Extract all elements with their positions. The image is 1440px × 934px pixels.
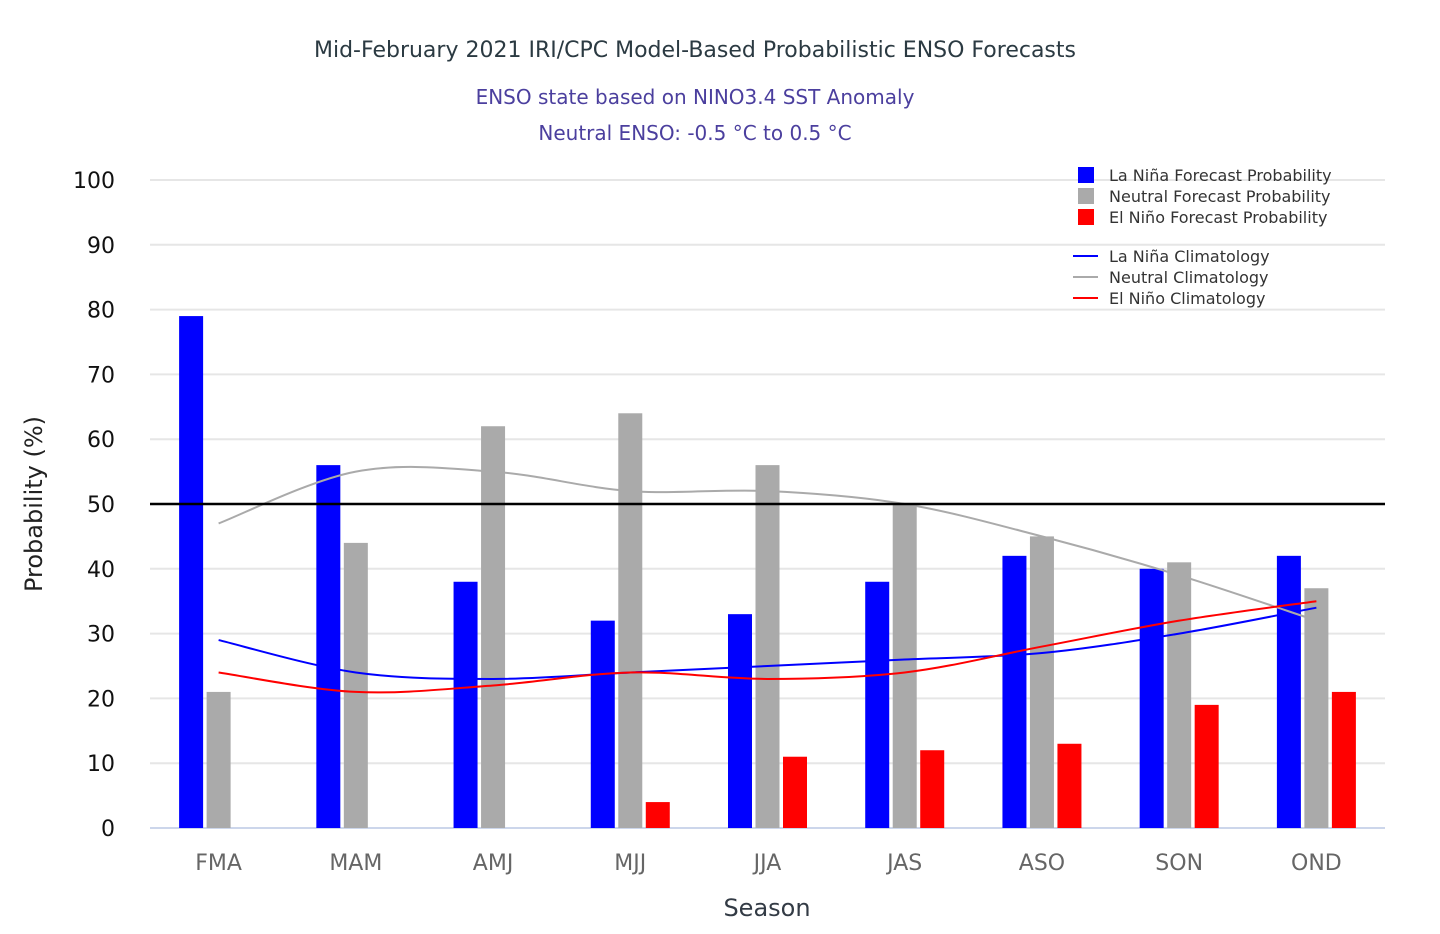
chart-title: Mid-February 2021 IRI/CPC Model-Based Pr… xyxy=(314,38,1076,63)
bar-neutral-forecast-probability-son xyxy=(1167,562,1192,828)
x-tick-label: FMA xyxy=(195,851,242,876)
bar-la-ni-a-forecast-probability-jas xyxy=(865,581,890,828)
bar-el-ni-o-forecast-probability-jja xyxy=(783,756,807,828)
bar-la-ni-a-forecast-probability-ond xyxy=(1276,555,1301,828)
x-tick-label: JAS xyxy=(885,851,922,876)
line-la-ni-a-climatology xyxy=(218,606,1317,680)
bar-el-ni-o-forecast-probability-mjj xyxy=(645,802,670,828)
bar-neutral-forecast-probability-mam xyxy=(343,542,368,828)
x-tick-label: JJA xyxy=(752,851,782,876)
bar-la-ni-a-forecast-probability-mam xyxy=(316,465,341,828)
x-axis-ticks: FMA MAM AMJ MJJ JJA JAS ASO SON OND xyxy=(195,851,1341,876)
y-tick-label: 30 xyxy=(87,623,115,648)
legend-swatch xyxy=(1078,188,1094,204)
x-axis-title: Season xyxy=(723,894,810,922)
y-tick-label: 100 xyxy=(73,169,115,194)
x-tick-label: AMJ xyxy=(473,851,514,876)
x-tick-label: MJJ xyxy=(614,851,646,876)
bar-el-ni-o-forecast-probability-ond xyxy=(1331,691,1356,828)
chart-subtitle-line-2: Neutral ENSO: -0.5 °C to 0.5 °C xyxy=(538,121,851,145)
x-tick-label: MAM xyxy=(329,851,382,876)
chart-subtitle-line-1: ENSO state based on NINO3.4 SST Anomaly xyxy=(476,85,915,109)
bar-neutral-forecast-probability-jas xyxy=(892,504,917,828)
legend-item-label[interactable]: El Niño Climatology xyxy=(1109,289,1265,308)
bar-la-ni-a-forecast-probability-jja xyxy=(728,614,752,828)
y-tick-label: 50 xyxy=(87,493,115,518)
bar-neutral-forecast-probability-ond xyxy=(1304,588,1329,828)
x-tick-label: SON xyxy=(1155,851,1203,876)
y-tick-label: 60 xyxy=(87,428,115,453)
bar-neutral-forecast-probability-amj xyxy=(481,426,506,828)
bar-el-ni-o-forecast-probability-jas xyxy=(920,750,945,828)
legend[interactable]: La Niña Forecast Probability Neutral Fore… xyxy=(1073,166,1332,308)
y-tick-label: 90 xyxy=(87,234,115,259)
bar-neutral-forecast-probability-aso xyxy=(1029,536,1054,828)
bar-el-ni-o-forecast-probability-aso xyxy=(1057,743,1082,828)
legend-swatch xyxy=(1078,209,1094,225)
legend-item-label[interactable]: El Niño Forecast Probability xyxy=(1109,208,1327,227)
y-tick-label: 40 xyxy=(87,558,115,583)
line-el-ni-o-climatology xyxy=(218,600,1317,694)
bar-la-ni-a-forecast-probability-son xyxy=(1139,568,1164,828)
y-axis-title: Probability (%) xyxy=(20,416,48,592)
legend-item-label[interactable]: Neutral Forecast Probability xyxy=(1109,187,1331,206)
line-neutral-climatology xyxy=(218,465,1317,622)
bar-la-ni-a-forecast-probability-aso xyxy=(1002,555,1027,828)
bar-la-ni-a-forecast-probability-mjj xyxy=(590,620,615,828)
y-tick-label: 20 xyxy=(87,687,115,712)
bar-la-ni-a-forecast-probability-amj xyxy=(453,581,478,828)
legend-item-label[interactable]: La Niña Climatology xyxy=(1109,247,1270,266)
bar-neutral-forecast-probability-mjj xyxy=(618,413,643,828)
bars xyxy=(179,316,1356,828)
legend-item-label[interactable]: Neutral Climatology xyxy=(1109,268,1269,287)
climatology-lines xyxy=(218,465,1317,694)
y-tick-label: 70 xyxy=(87,363,115,388)
bar-neutral-forecast-probability-fma xyxy=(206,691,231,828)
bar-la-ni-a-forecast-probability-fma xyxy=(179,316,204,828)
y-tick-label: 80 xyxy=(87,299,115,324)
bar-el-ni-o-forecast-probability-son xyxy=(1194,704,1219,828)
bar-neutral-forecast-probability-jja xyxy=(755,465,780,828)
legend-swatch xyxy=(1078,167,1094,183)
y-tick-label: 0 xyxy=(101,817,115,842)
y-axis-ticks: 0 10 20 30 40 50 60 70 80 90 100 xyxy=(73,169,115,842)
legend-item-label[interactable]: La Niña Forecast Probability xyxy=(1109,166,1332,185)
y-tick-label: 10 xyxy=(87,752,115,777)
x-tick-label: ASO xyxy=(1019,851,1065,876)
x-tick-label: OND xyxy=(1291,851,1342,876)
